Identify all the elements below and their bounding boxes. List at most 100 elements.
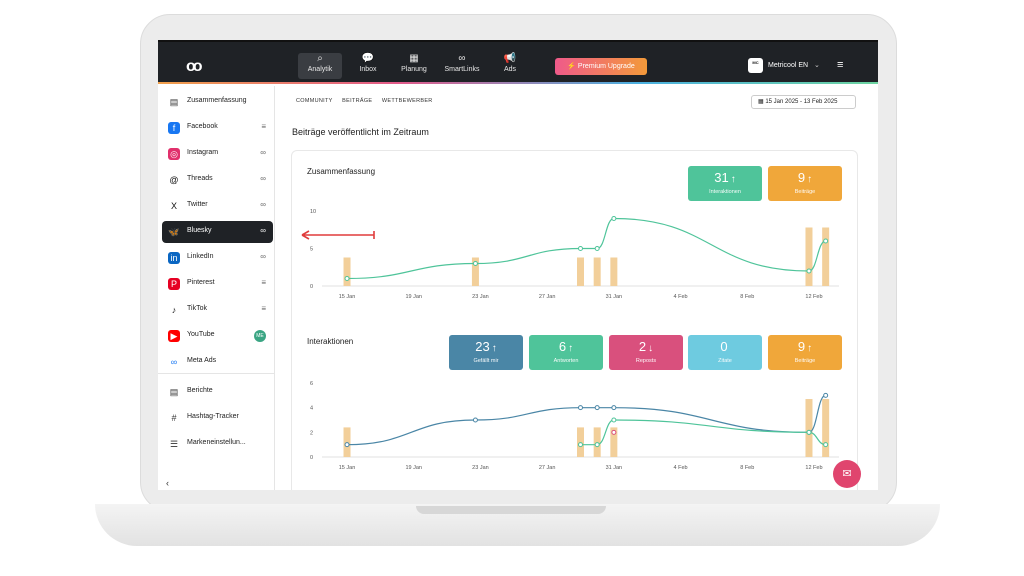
sidebar-item-label: Hashtag-Tracker xyxy=(187,413,239,420)
date-range-picker[interactable]: ▦ 15 Jan 2025 - 13 Feb 2025 xyxy=(751,95,856,109)
stat-number: 9 xyxy=(797,170,806,185)
youtube-icon: ▶ xyxy=(168,330,180,342)
sidebar-item-label: Meta Ads xyxy=(187,357,217,364)
report-type-icon[interactable]: ≡ xyxy=(261,122,266,131)
stat-value: 9 ↑ xyxy=(768,339,842,356)
report-type-icon[interactable]: ∞ xyxy=(260,148,266,157)
instagram-icon: ◎ xyxy=(168,148,180,160)
stat-beitr-ge[interactable]: 9 ↑ Beiträge xyxy=(768,166,842,201)
sidebar-item-markeneinstellun-[interactable]: ☰ Markeneinstellun... xyxy=(162,433,273,455)
hashtag-tracker-icon: # xyxy=(168,412,180,424)
link-icon: ∞ xyxy=(458,53,466,64)
megaphone-icon: 📢 xyxy=(503,53,517,64)
chevron-down-icon[interactable]: ⌄ xyxy=(814,62,820,69)
x-tick-label: 31 Jan xyxy=(606,294,623,300)
tab-wettbewerber[interactable]: WETTBEWERBER xyxy=(381,98,433,104)
stat-interaktionen[interactable]: 31 ↑ Interaktionen xyxy=(688,166,762,201)
stat-reposts[interactable]: 2 ↓ Reposts xyxy=(609,335,683,370)
nav-analytik[interactable]: ⌕ Analytik xyxy=(298,53,342,79)
hamburger-menu-icon[interactable]: ≡ xyxy=(837,59,844,71)
sidebar-item-threads[interactable]: @ Threads ∞ xyxy=(162,169,273,191)
top-navigation-bar: oo ⌕ Analytik 💬 Inbox ▦ Planung ∞ SmartLinks 📢 Ad… xyxy=(158,42,878,84)
data-point xyxy=(823,392,829,398)
x-tick-label: 19 Jan xyxy=(405,294,422,300)
me-badge[interactable]: ME xyxy=(254,330,266,342)
y-tick-label: 6 xyxy=(310,381,313,387)
data-point xyxy=(594,246,600,251)
bluesky-icon: 🦋 xyxy=(168,226,180,238)
collapse-sidebar-icon[interactable]: ‹ xyxy=(166,478,169,488)
sidebar-item-label: Threads xyxy=(187,175,213,182)
report-type-icon[interactable]: ∞ xyxy=(260,226,266,235)
chart-bar xyxy=(471,257,479,286)
x-tick-label: 23 Jan xyxy=(472,465,489,471)
sidebar-item-facebook[interactable]: f Facebook ≡ xyxy=(162,117,273,139)
data-point xyxy=(578,246,583,251)
data-point xyxy=(344,276,350,281)
y-tick-label: 5 xyxy=(310,247,313,253)
sidebar-divider xyxy=(158,373,274,374)
chat-icon: 💬 xyxy=(361,53,375,64)
x-tick-label: 15 Jan xyxy=(339,294,356,300)
sidebar-item-tiktok[interactable]: ♪ TikTok ≡ xyxy=(162,299,273,321)
sidebar-item-meta-ads[interactable]: ∞ Meta Ads xyxy=(162,351,273,373)
sidebar-item-instagram[interactable]: ◎ Instagram ∞ xyxy=(162,143,273,165)
stat-antworten[interactable]: 6 ↑ Antworten xyxy=(529,335,603,370)
data-point xyxy=(611,417,617,423)
summary-chart: 10 5 0 15 Jan 19 Jan 23 Jan 27 Jan 31 Jan 4 Feb 8… xyxy=(301,209,839,300)
stat-gef-llt-mir[interactable]: 23 ↑ Gefällt mir xyxy=(449,335,523,370)
sidebar-item-youtube[interactable]: ▶ YouTube ME xyxy=(162,325,273,347)
annotation-arrow xyxy=(301,230,375,240)
premium-upgrade-button[interactable]: ⚡ Premium Upgrade xyxy=(555,58,647,75)
chart-bar xyxy=(805,227,813,286)
data-point xyxy=(344,442,350,448)
x-tick-label: 19 Jan xyxy=(405,465,422,471)
stat-beitr-ge[interactable]: 9 ↑ Beiträge xyxy=(768,335,842,370)
stat-label: Zitate xyxy=(718,358,732,364)
arrow-up-icon: ↑ xyxy=(730,174,736,185)
nav-ads[interactable]: 📢 Ads xyxy=(488,53,532,79)
report-type-icon[interactable]: ≡ xyxy=(261,304,266,313)
x-tick-label: 8 Feb xyxy=(740,294,754,300)
tab-beitraege[interactable]: BEITRÄGE xyxy=(342,98,373,104)
report-type-icon[interactable]: ≡ xyxy=(261,278,266,287)
sidebar-item-twitter[interactable]: X Twitter ∞ xyxy=(162,195,273,217)
arrow-down-icon: ↓ xyxy=(648,343,654,354)
chat-support-button[interactable]: ✉ xyxy=(833,460,861,488)
report-type-icon[interactable]: ∞ xyxy=(260,200,266,209)
nav-smartlinks[interactable]: ∞ SmartLinks xyxy=(440,53,484,79)
brand-selector[interactable]: Metricool EN xyxy=(768,62,809,69)
brand-avatar[interactable]: MC xyxy=(748,58,763,73)
data-point xyxy=(823,238,829,244)
nav-label: Ads xyxy=(503,66,517,73)
stat-value: 6 ↑ xyxy=(529,339,603,356)
report-type-icon[interactable]: ∞ xyxy=(260,174,266,183)
app-logo[interactable]: oo xyxy=(186,58,202,75)
data-point xyxy=(472,417,478,423)
nav-label: Inbox xyxy=(359,66,377,73)
threads-icon: @ xyxy=(168,174,180,186)
sidebar-item-pinterest[interactable]: P Pinterest ≡ xyxy=(162,273,273,295)
data-point xyxy=(578,405,583,411)
nav-inbox[interactable]: 💬 Inbox xyxy=(346,53,390,79)
chart-bar xyxy=(805,399,813,457)
sidebar-item-linkedin[interactable]: in LinkedIn ∞ xyxy=(162,247,273,269)
tab-community[interactable]: COMMUNITY xyxy=(296,98,333,104)
y-tick-label: 0 xyxy=(310,284,313,290)
nav-planung[interactable]: ▦ Planung xyxy=(392,53,436,79)
report-type-icon[interactable]: ∞ xyxy=(260,252,266,261)
stat-value: 23 ↑ xyxy=(449,339,523,356)
y-tick-label: 10 xyxy=(310,209,316,215)
y-tick-label: 2 xyxy=(310,430,313,436)
sidebar-item-hashtag-tracker[interactable]: # Hashtag-Tracker xyxy=(162,407,273,429)
sidebar-item-zusammenfassung[interactable]: ▤ Zusammenfassung xyxy=(162,91,273,113)
chart-bar xyxy=(593,257,601,286)
arrow-up-icon: ↑ xyxy=(807,343,813,354)
sidebar-item-berichte[interactable]: ▤ Berichte xyxy=(162,381,273,403)
data-point xyxy=(806,429,812,435)
sidebar-item-bluesky[interactable]: 🦋 Bluesky ∞ xyxy=(162,221,273,243)
x-tick-label: 31 Jan xyxy=(606,465,623,471)
stat-zitate[interactable]: 0 Zitate xyxy=(688,335,762,370)
summary-title: Zusammenfassung xyxy=(307,167,376,176)
data-point xyxy=(823,442,829,448)
